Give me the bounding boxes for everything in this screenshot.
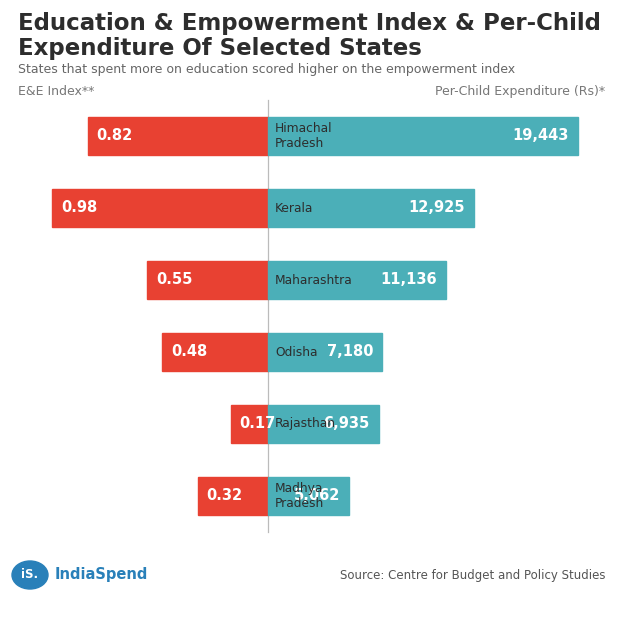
Text: Odisha: Odisha <box>275 345 317 358</box>
Bar <box>147 261 268 299</box>
Bar <box>198 477 268 515</box>
Text: 0.32: 0.32 <box>206 489 242 503</box>
Text: 0.55: 0.55 <box>156 273 192 288</box>
Bar <box>268 334 383 371</box>
Text: Rajasthan: Rajasthan <box>275 417 336 430</box>
Ellipse shape <box>12 561 48 589</box>
Text: 12,925: 12,925 <box>409 200 465 216</box>
Text: 7,180: 7,180 <box>327 345 373 360</box>
Bar <box>268 405 379 443</box>
Text: iS.: iS. <box>22 569 38 582</box>
Text: Kerala: Kerala <box>275 202 313 215</box>
Text: 0.98: 0.98 <box>61 200 98 216</box>
Text: Education & Empowerment Index & Per-Child: Education & Empowerment Index & Per-Chil… <box>18 12 601 35</box>
Text: 6,935: 6,935 <box>323 417 370 432</box>
Bar <box>268 117 578 155</box>
Text: Expenditure Of Selected States: Expenditure Of Selected States <box>18 37 422 60</box>
Bar <box>162 334 268 371</box>
Text: Madhya
Pradesh: Madhya Pradesh <box>275 482 324 510</box>
Bar <box>87 117 268 155</box>
Text: IndiaSpend: IndiaSpend <box>55 567 148 583</box>
Bar <box>268 189 474 227</box>
Text: 11,136: 11,136 <box>380 273 436 288</box>
Text: 0.82: 0.82 <box>97 128 133 143</box>
Text: Source: Centre for Budget and Policy Studies: Source: Centre for Budget and Policy Stu… <box>340 569 605 582</box>
Text: Maharashtra: Maharashtra <box>275 273 353 286</box>
Text: States that spent more on education scored higher on the empowerment index: States that spent more on education scor… <box>18 63 515 76</box>
Text: 0.48: 0.48 <box>171 345 208 360</box>
Text: E&E Index**: E&E Index** <box>18 85 94 98</box>
Text: 0.17: 0.17 <box>239 417 276 432</box>
Bar <box>268 261 446 299</box>
Bar <box>231 405 268 443</box>
Text: Himachal
Pradesh: Himachal Pradesh <box>275 122 332 150</box>
Bar <box>268 477 348 515</box>
Bar <box>53 189 268 227</box>
Text: Per-Child Expenditure (Rs)*: Per-Child Expenditure (Rs)* <box>435 85 605 98</box>
Text: 19,443: 19,443 <box>513 128 569 143</box>
Text: 5,062: 5,062 <box>293 489 340 503</box>
